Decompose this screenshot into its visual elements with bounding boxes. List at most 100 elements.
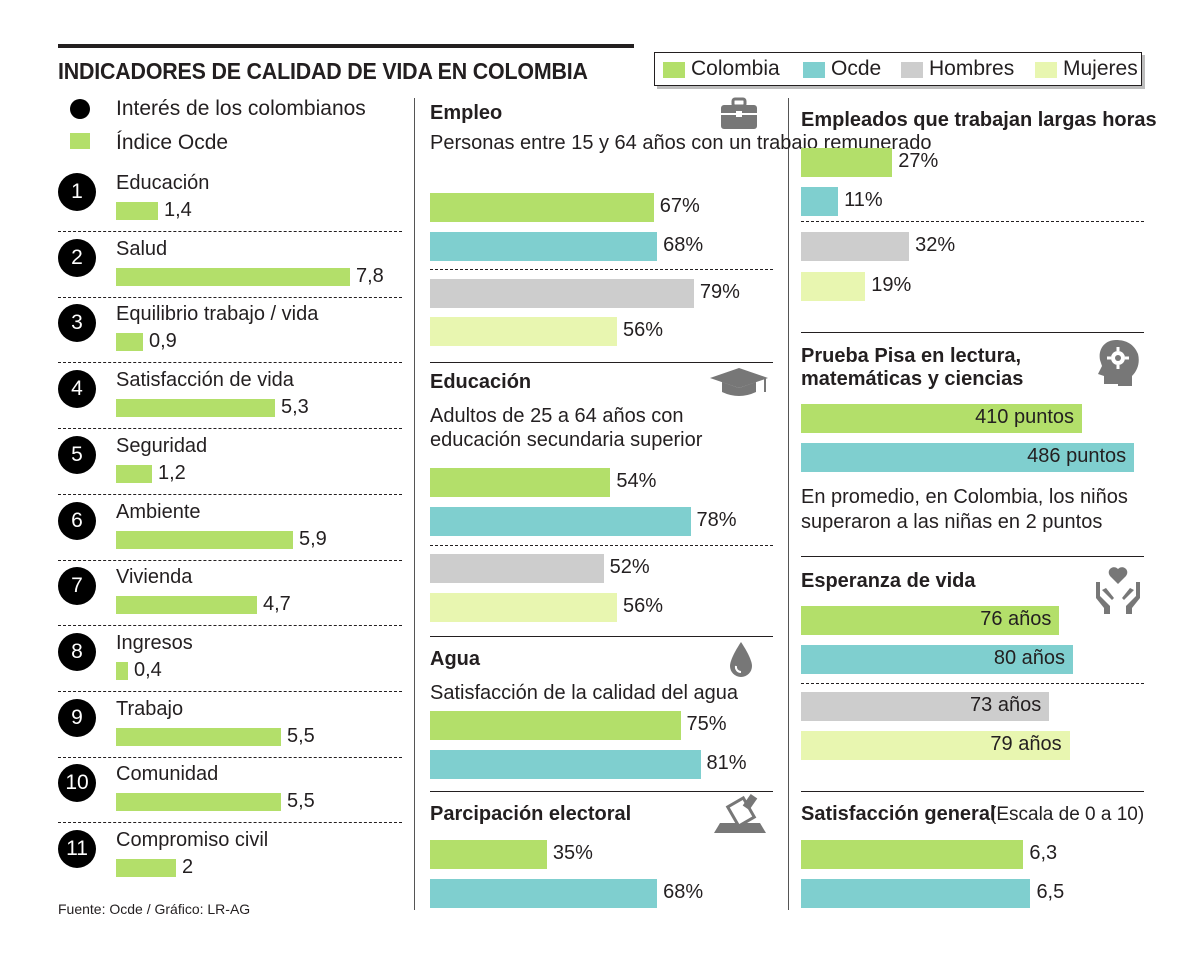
esperanza-divider (801, 683, 1144, 684)
bar-value-label: 79% (699, 281, 740, 303)
bar-value-label: 79 años (990, 733, 1062, 755)
index-row-divider (58, 428, 402, 430)
section-rule-esperanza (801, 556, 1144, 557)
index-value-label: 2 (182, 856, 194, 878)
empleo-divider (430, 269, 773, 270)
index-value-label: 0,4 (134, 658, 162, 681)
index-category-label: Compromiso civil (116, 829, 269, 851)
educacion-divider (430, 545, 773, 546)
bar-hombres (801, 232, 910, 261)
bar-ocde (430, 507, 691, 536)
bar-ocde (430, 879, 658, 908)
agua-title: Agua (430, 648, 480, 670)
bar-ocde (801, 879, 1031, 908)
bar-value-label: 68% (663, 234, 704, 256)
bar-mujeres (801, 272, 866, 301)
pisa-title-line1: Prueba Pisa en lectura, (801, 345, 1022, 367)
bar-value-label: 80 años (993, 647, 1065, 669)
bar-value-label: 68% (663, 881, 704, 903)
agua-subtitle: Satisfacción de la calidad del agua (430, 682, 738, 704)
bar-hombres (430, 554, 604, 583)
index-bar (116, 793, 281, 812)
bar-colombia (801, 148, 893, 177)
pisa-note-line1: En promedio, en Colombia, los niños (801, 486, 1128, 508)
index-category-label: Ambiente (116, 500, 201, 523)
bar-value-label: 56% (623, 595, 664, 617)
bar-hombres (801, 692, 1050, 721)
index-category-label: Ingresos (116, 631, 193, 654)
rank-circle: 8 (58, 632, 96, 671)
bar-value-label: 78% (696, 509, 737, 531)
bar-colombia (801, 606, 1060, 635)
bar-value-label: 486 puntos (1027, 445, 1127, 467)
educacion-subtitle: Adultos de 25 a 64 años con educación se… (430, 405, 703, 451)
bar-colombia (430, 711, 681, 740)
rank-circle: 9 (58, 698, 96, 737)
largas-horas-title: Empleados que trabajan largas horas (801, 109, 1157, 131)
bar-value-label: 27% (898, 150, 939, 172)
index-bar (116, 202, 158, 220)
largas-horas-divider (801, 221, 1144, 222)
bar-colombia (430, 468, 611, 497)
bar-ocde (430, 232, 658, 261)
index-bar (116, 661, 128, 680)
column-divider-2 (788, 98, 789, 910)
bar-value-label: 81% (706, 752, 747, 774)
satisfaccion-subtitle: (Escala de 0 a 10) (990, 804, 1145, 825)
bar-value-label: 35% (552, 842, 593, 864)
legend-label-hombres: Hombres (929, 57, 1015, 80)
index-row-divider (58, 559, 402, 561)
legend-label-colombia: Colombia (691, 57, 780, 80)
rank-circle: 10 (58, 764, 96, 803)
bar-value-label: 56% (623, 319, 664, 341)
briefcase-icon (721, 97, 757, 129)
index-swatch (70, 133, 90, 149)
index-row-divider (58, 493, 402, 495)
index-row-divider (58, 231, 402, 232)
bar-value-label: 6,5 (1036, 881, 1065, 903)
bar-value-label: 54% (616, 470, 657, 492)
bar-value-label: 67% (659, 195, 700, 217)
rank-circle: 7 (58, 567, 96, 606)
bar-ocde (801, 187, 839, 216)
index-value-label: 1,4 (164, 199, 192, 221)
index-value-label: 0,9 (149, 330, 177, 353)
bar-value-label: 75% (686, 713, 727, 735)
index-row-divider (58, 690, 402, 692)
rank-circle: 2 (58, 238, 96, 277)
section-rule-satisfaccion (801, 791, 1144, 792)
bar-colombia (430, 193, 654, 222)
rank-circle: 6 (58, 501, 96, 540)
index-bar (116, 859, 176, 877)
bar-ocde (430, 750, 701, 779)
section-rule-educacion (430, 362, 773, 363)
bar-mujeres (430, 317, 618, 346)
column-divider-1 (414, 98, 415, 910)
index-bar (116, 596, 257, 615)
electoral-title: Parcipación electoral (430, 803, 632, 825)
index-row-divider (58, 756, 402, 758)
ballot-vote-icon (714, 793, 766, 833)
index-category-label: Salud (116, 237, 168, 260)
rank-circle: 11 (58, 830, 96, 868)
legend-interest-label: Interés de los colombianos (116, 97, 366, 120)
bar-value-label: 410 puntos (975, 406, 1075, 428)
bar-value-label: 52% (609, 556, 650, 578)
index-bar (116, 727, 281, 746)
index-row-divider (58, 296, 402, 298)
head-gear-icon (1098, 340, 1139, 386)
bar-value-label: 32% (915, 234, 956, 256)
index-value-label: 7,8 (356, 264, 384, 287)
index-value-label: 5,3 (281, 396, 309, 419)
graduation-cap-icon (710, 368, 768, 396)
bar-colombia (430, 840, 547, 869)
source-credit: Fuente: Ocde / Gráfico: LR-AG (58, 901, 251, 917)
index-row-divider (58, 625, 402, 627)
section-rule-agua (430, 636, 773, 637)
bar-value-label: 11% (844, 189, 883, 211)
bar-colombia (801, 404, 1083, 433)
bar-mujeres (430, 593, 618, 622)
bar-colombia (801, 840, 1024, 869)
index-bar (116, 399, 275, 418)
legend-swatch-mujeres (1035, 62, 1057, 78)
